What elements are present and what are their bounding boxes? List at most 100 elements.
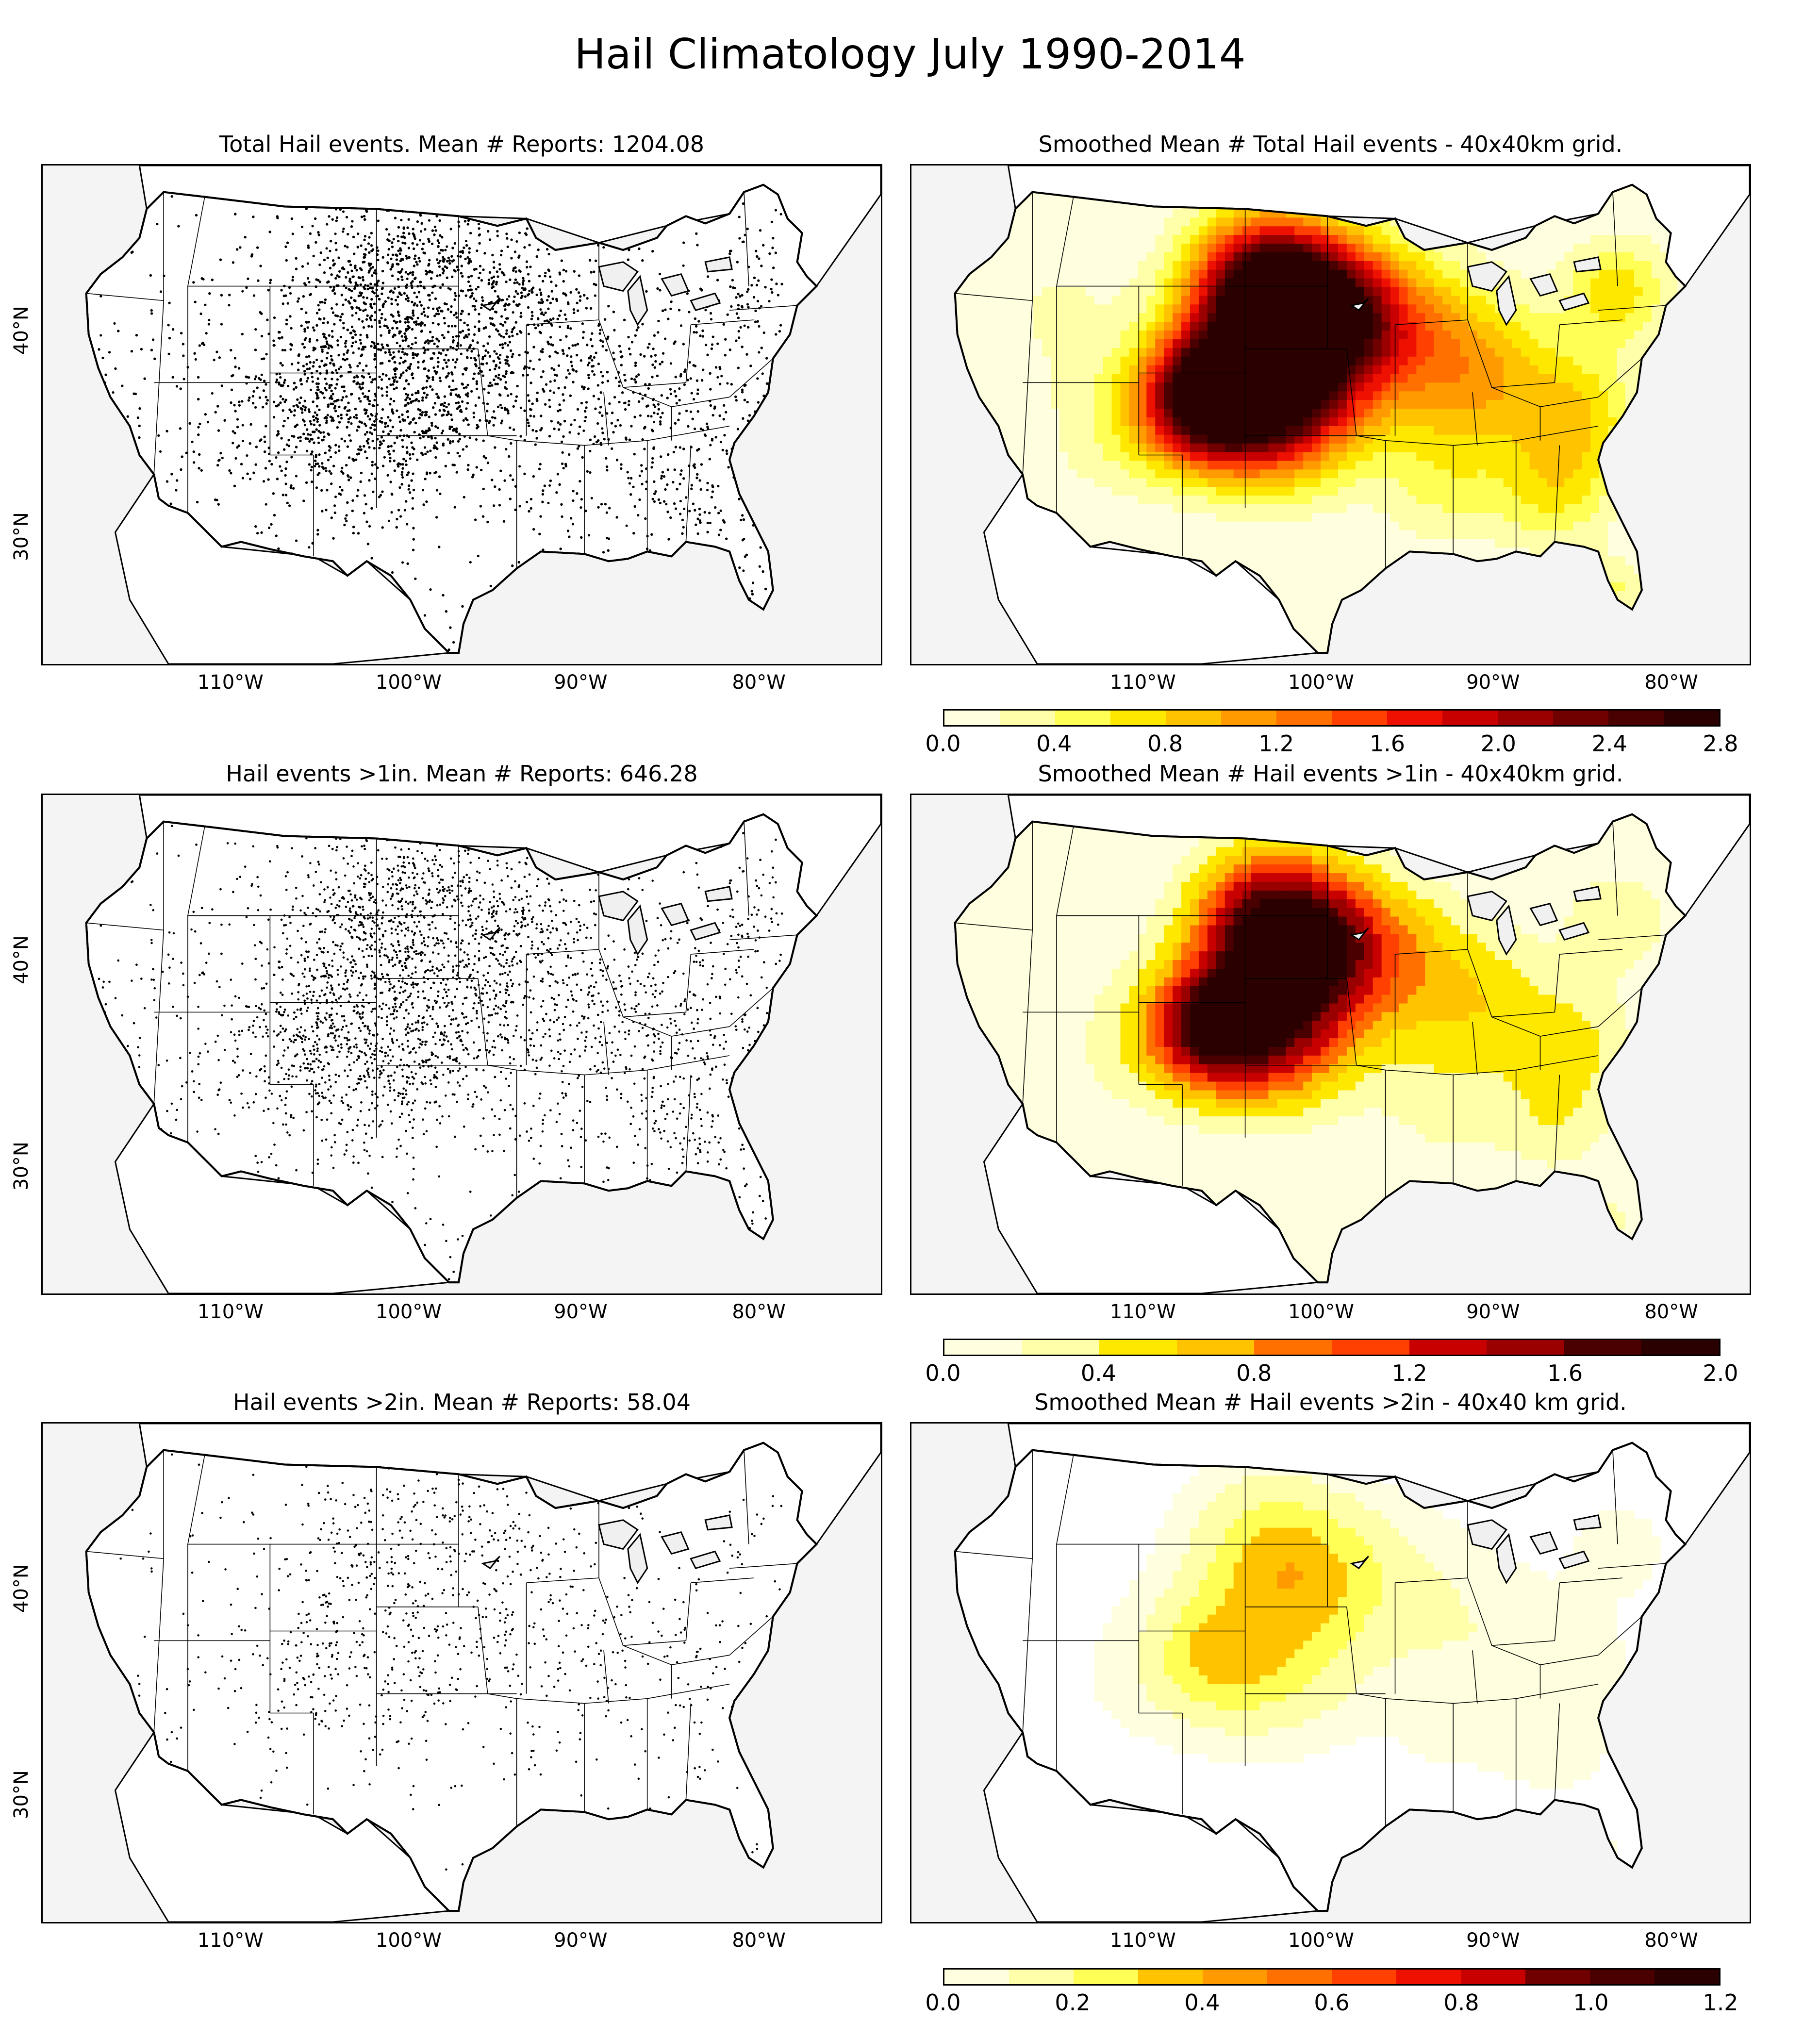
hail-report (571, 523, 575, 526)
hail-report (761, 372, 764, 375)
hail-report (680, 469, 683, 472)
hail-report (460, 352, 463, 355)
hail-report (538, 358, 541, 361)
hail-report (306, 262, 309, 265)
hail-report (436, 357, 440, 360)
hail-report (455, 393, 458, 396)
hail-report (418, 239, 422, 242)
hail-report (427, 342, 430, 345)
hail-report (669, 362, 672, 365)
hail-report (308, 281, 311, 283)
hail-report (373, 398, 376, 402)
figure-title: Hail Climatology July 1990-2014 (0, 30, 1820, 79)
hail-report (392, 351, 395, 354)
hail-report (342, 230, 345, 233)
hail-report (501, 346, 504, 349)
right-map-title: Smoothed Mean # Total Hail events - 40x4… (910, 131, 1751, 157)
hail-report (326, 414, 329, 416)
hail-report (424, 349, 427, 352)
hail-report (338, 485, 342, 489)
hail-report (519, 312, 523, 315)
hail-report (779, 213, 782, 215)
hail-report (194, 358, 197, 361)
hail-report (428, 219, 431, 222)
hail-report (552, 317, 555, 320)
hail-report (204, 303, 207, 306)
hail-report (601, 427, 604, 430)
hail-report (159, 290, 163, 293)
hail-report (312, 326, 314, 329)
hail-report (428, 415, 430, 418)
hail-report (704, 309, 707, 312)
hail-report (679, 324, 683, 327)
hail-report (498, 357, 501, 360)
hail-report (310, 469, 313, 472)
hail-report (587, 534, 591, 537)
hail-report (710, 318, 713, 321)
hail-report (447, 287, 450, 290)
hail-report (605, 511, 608, 514)
hail-report (286, 302, 289, 305)
hail-report (342, 303, 345, 306)
hail-report (548, 484, 551, 487)
hail-report (325, 247, 328, 250)
hail-report (589, 449, 592, 452)
hail-report (246, 454, 248, 457)
hail-report (639, 414, 642, 417)
hail-report (377, 343, 380, 346)
hail-report (368, 236, 371, 239)
hail-report (351, 314, 354, 317)
hail-report (515, 240, 518, 243)
hail-report (275, 456, 278, 459)
hail-report (439, 380, 442, 382)
hail-report (497, 373, 500, 376)
hail-report (464, 240, 468, 243)
hail-report (365, 297, 368, 299)
hail-report (331, 307, 333, 310)
hail-report (498, 366, 501, 369)
hail-report (325, 419, 328, 422)
hail-report (743, 324, 746, 327)
hail-report (559, 325, 562, 329)
hail-report (112, 391, 115, 394)
points-map-total (41, 164, 882, 665)
hail-report (597, 324, 600, 327)
hail-report (403, 509, 406, 512)
hail-report (285, 443, 288, 446)
hail-report (539, 291, 542, 294)
hail-report (447, 413, 450, 415)
hail-report (342, 210, 345, 213)
hail-report (322, 431, 325, 434)
hail-report (512, 311, 514, 314)
hail-report (719, 509, 722, 512)
hail-report (547, 501, 550, 505)
hail-report (499, 322, 502, 325)
hail-report (706, 489, 709, 492)
hail-report (682, 264, 685, 267)
hail-report (437, 241, 441, 244)
hail-report (705, 344, 708, 347)
hail-report (499, 254, 503, 257)
hail-report (582, 429, 585, 432)
hail-report (468, 436, 471, 439)
hail-report (297, 297, 300, 300)
hail-report (459, 344, 462, 347)
hail-report (336, 378, 339, 381)
hail-report (449, 346, 452, 348)
hail-report (311, 376, 314, 379)
hail-report (664, 337, 667, 340)
hail-report (454, 361, 457, 364)
hail-report (450, 425, 453, 429)
hail-report (549, 380, 552, 383)
hail-report (269, 282, 272, 284)
hail-report (625, 524, 628, 527)
hail-report (581, 336, 585, 339)
hail-report (746, 290, 749, 293)
hail-report (344, 517, 347, 520)
hail-report (465, 407, 468, 410)
hail-report (213, 359, 215, 362)
hail-report (113, 322, 116, 325)
hail-report (211, 392, 214, 395)
hail-report (425, 396, 428, 399)
hail-report (510, 393, 513, 396)
